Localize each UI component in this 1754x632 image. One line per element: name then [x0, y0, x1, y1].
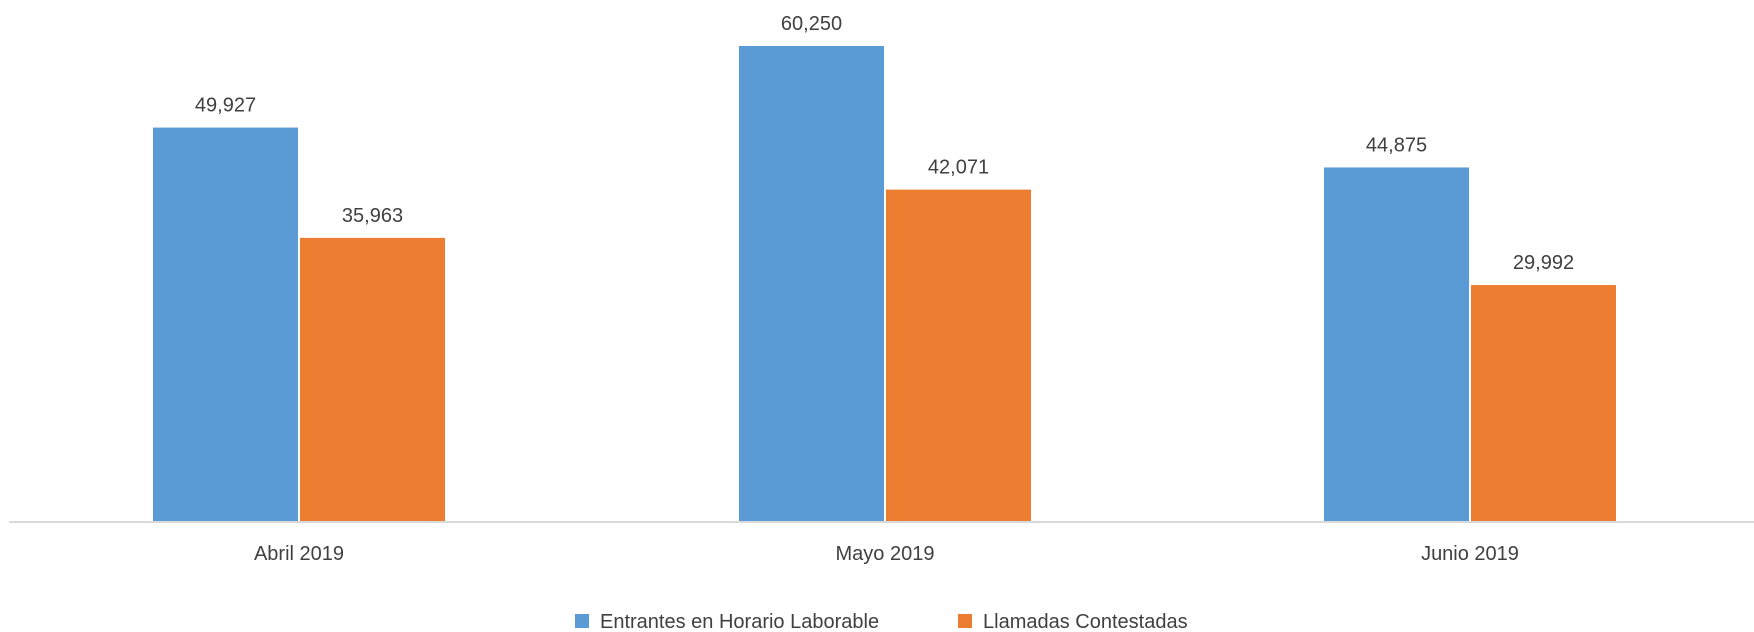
bar-contestadas-0: [300, 237, 445, 522]
x-tick-label: Mayo 2019: [836, 543, 935, 565]
data-label: 35,963: [342, 205, 403, 227]
data-label: 49,927: [195, 95, 256, 117]
bar-entrantes-2: [1324, 167, 1469, 522]
data-label: 60,250: [781, 13, 842, 35]
legend-swatch: [958, 614, 972, 628]
legend-swatch: [575, 614, 589, 628]
data-label: 29,992: [1513, 252, 1574, 274]
x-tick-label: Abril 2019: [254, 543, 344, 565]
bar-entrantes-1: [739, 46, 884, 522]
x-tick-label: Junio 2019: [1421, 543, 1519, 565]
data-label: 42,071: [928, 157, 989, 179]
bar-contestadas-2: [1471, 285, 1616, 522]
bars-layer: [153, 46, 1616, 523]
legend-label: Llamadas Contestadas: [983, 611, 1188, 632]
bar-entrantes-0: [153, 127, 298, 523]
data-label: 44,875: [1366, 134, 1427, 156]
category-labels-layer: Abril 2019 Mayo 2019 Junio 2019: [254, 543, 1519, 565]
legend-label: Entrantes en Horario Laborable: [600, 611, 879, 632]
value-labels-layer: 49,927 35,963 60,250 42,071 44,875 29,992: [195, 13, 1574, 274]
legend: Entrantes en Horario Laborable Llamadas C…: [575, 611, 1188, 632]
bar-contestadas-1: [886, 189, 1031, 522]
